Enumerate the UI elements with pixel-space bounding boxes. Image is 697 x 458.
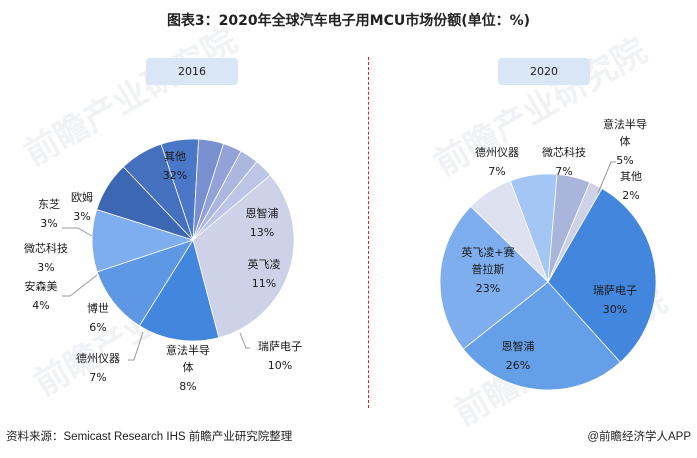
leader-line xyxy=(239,332,250,349)
slice-name-label: 普拉斯 xyxy=(472,262,505,276)
slice-value-label: 5% xyxy=(616,154,633,167)
slice-value-label: 32% xyxy=(163,169,187,182)
slice-name-label: 德州仪器 xyxy=(76,351,120,365)
divider-line xyxy=(368,57,369,408)
pie-slice xyxy=(192,161,271,241)
slice-name-label: 意法半导 xyxy=(603,117,647,131)
slice-name-label: 其他 xyxy=(164,150,186,163)
slice-value-label: 23% xyxy=(476,282,500,295)
slice-value-label: 3% xyxy=(73,210,90,223)
slice-name-label: 德州仪器 xyxy=(475,145,519,159)
slice-value-label: 7% xyxy=(555,165,572,178)
pie-slice xyxy=(547,181,603,283)
slice-name-label: 欧姆 xyxy=(71,190,93,204)
slice-value-label: 10% xyxy=(268,359,292,372)
year-label-2016: 2016 xyxy=(146,58,238,85)
slice-name-label: 恩智浦 xyxy=(502,339,535,353)
slice-name-label: 安森美 xyxy=(25,279,58,293)
pie-slice xyxy=(96,239,194,327)
pie-slice xyxy=(547,187,657,363)
year-label-2020: 2020 xyxy=(498,58,590,85)
slice-name-label: 瑞萨电子 xyxy=(593,283,637,297)
slice-value-label: 26% xyxy=(506,359,530,372)
slice-value-label: 4% xyxy=(32,299,49,312)
pie-slice xyxy=(192,174,295,339)
leader-line xyxy=(597,161,616,194)
slice-name-label: 其他 xyxy=(620,170,642,183)
chart-title: 图表3：2020年全球汽车电子用MCU市场份额(单位：%) xyxy=(166,13,531,29)
slice-value-label: 11% xyxy=(252,277,276,290)
slice-name-label: 恩智浦 xyxy=(246,206,279,220)
pie-slice xyxy=(138,239,220,342)
slice-value-label: 8% xyxy=(179,380,196,393)
slice-value-label: 7% xyxy=(488,165,505,178)
slice-name-label: 博世 xyxy=(87,302,109,315)
slice-value-label: 7% xyxy=(89,371,106,384)
leader-line xyxy=(62,227,93,237)
slice-name-label: 微芯科技 xyxy=(24,241,68,255)
slice-name-label: 意法半导 xyxy=(166,343,210,357)
slice-name-label: 微芯科技 xyxy=(542,145,586,159)
credit-note: @前瞻经济学人APP xyxy=(587,431,691,443)
slice-name-label: 体 xyxy=(183,360,194,374)
slice-value-label: 6% xyxy=(89,321,106,334)
slice-value-label: 3% xyxy=(40,217,57,230)
slice-name-label: 英飞凌+赛 xyxy=(461,245,514,259)
slice-value-label: 13% xyxy=(250,226,274,239)
pie-slice xyxy=(462,281,621,391)
slice-name-label: 体 xyxy=(620,134,631,148)
slice-value-label: 30% xyxy=(603,303,627,316)
slice-value-label: 2% xyxy=(622,189,639,202)
slice-value-label: 3% xyxy=(37,261,54,274)
leader-line xyxy=(128,331,144,361)
source-note: 资料来源：Semicast Research IHS 前瞻产业研究院整理 xyxy=(6,431,293,443)
slice-name-label: 瑞萨电子 xyxy=(258,339,302,353)
slice-name-label: 东芝 xyxy=(38,198,60,211)
leader-line xyxy=(62,274,98,297)
pie-slice xyxy=(439,205,549,350)
slice-name-label: 英飞凌 xyxy=(248,257,281,271)
